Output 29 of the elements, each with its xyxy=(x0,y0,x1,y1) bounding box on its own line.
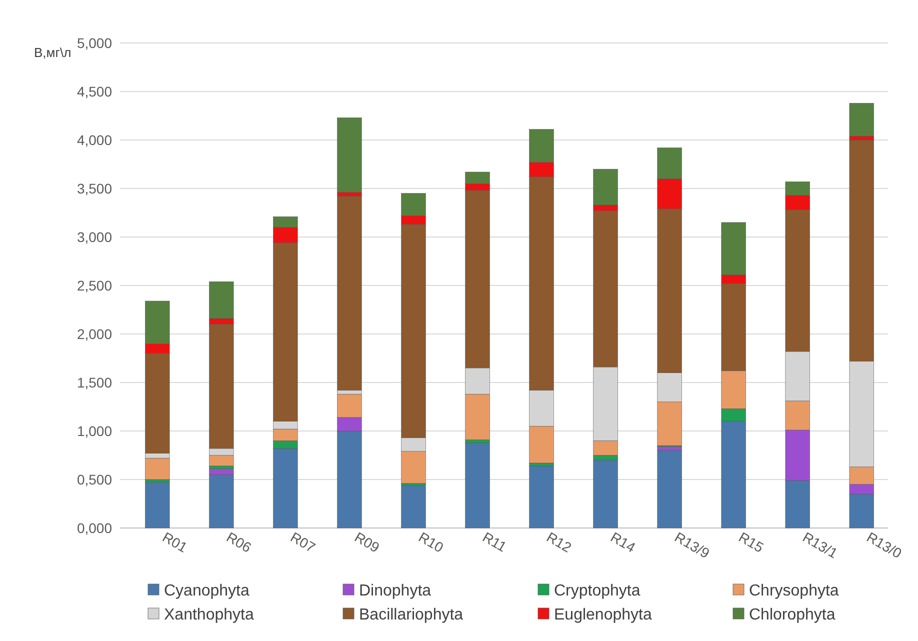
x-tick-label: R01 xyxy=(160,528,190,556)
y-tick-label: 2,500 xyxy=(76,277,112,294)
y-tick-label: 0,500 xyxy=(76,471,112,488)
y-tick-label: 1,500 xyxy=(76,374,112,390)
x-tick-label: R06 xyxy=(224,528,254,556)
y-tick-label: 4,500 xyxy=(76,83,112,100)
x-tick-label: R14 xyxy=(608,528,638,556)
legend-label: Cryptophyta xyxy=(554,582,640,600)
x-tick-label: R15 xyxy=(736,528,767,556)
legend-label: Euglenophyta xyxy=(554,606,652,624)
legend-label: Chlorophyta xyxy=(749,606,836,624)
legend-label: Cyanophyta xyxy=(164,582,250,600)
y-tick-label: 5,000 xyxy=(76,34,112,51)
x-tick-label: R12 xyxy=(544,528,574,556)
legend-label: Chrysophyta xyxy=(749,582,839,600)
y-tick-label: 0,000 xyxy=(76,520,112,536)
legend-label: Dinophyta xyxy=(359,582,432,600)
y-tick-label: 3,500 xyxy=(76,180,112,196)
y-tick-label: 2,000 xyxy=(76,326,112,342)
y-tick-label: 1,000 xyxy=(76,422,112,439)
y-tick-label: 3,000 xyxy=(76,228,112,245)
y-tick-label: 4,000 xyxy=(76,132,112,148)
y-axis-title: В,мг\л xyxy=(34,45,72,60)
x-tick-label: R07 xyxy=(288,528,318,556)
x-tick-label: R10 xyxy=(416,528,446,556)
x-tick-label: R11 xyxy=(480,528,510,556)
x-tick-label: R09 xyxy=(352,528,382,556)
legend-label: Xanthophyta xyxy=(164,606,254,624)
legend-label: Bacillariophyta xyxy=(359,606,464,624)
